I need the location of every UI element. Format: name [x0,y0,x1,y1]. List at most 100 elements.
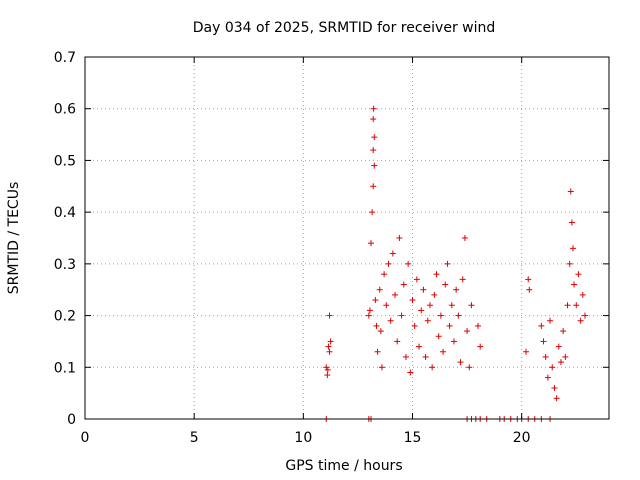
data-point [376,286,383,293]
data-point [457,359,464,366]
y-tick-label: 0.4 [54,205,76,221]
data-point [324,366,331,373]
data-point [374,348,381,355]
data-point [324,372,331,379]
y-tick-label: 0.3 [54,257,76,273]
x-tick-label: 5 [190,430,199,446]
data-point [459,276,466,283]
x-tick-label: 10 [294,430,312,446]
data-point [442,281,449,288]
y-tick-label: 0.6 [54,102,76,118]
data-point [368,240,375,247]
data-point [560,328,567,335]
data-point [369,209,376,216]
data-point [562,353,569,360]
data-point [477,343,484,350]
ticks-layer: 0 0.1 0.2 0.3 0.4 0.5 0.6 0.7 0 5 10 15 20 [54,50,609,446]
data-point [446,322,453,329]
data-point [577,317,584,324]
data-point [553,395,560,402]
data-point [575,271,582,278]
data-point [377,328,384,335]
data-point [373,322,380,329]
data-point [431,291,438,298]
data-point [538,322,545,329]
data-point [396,235,403,241]
data-point [378,364,385,371]
data-point [418,307,425,314]
data-point [435,333,442,340]
data-point [566,260,573,267]
data-point [564,302,571,309]
data-point [573,302,580,309]
data-point [413,276,420,283]
data-point [448,302,455,309]
data-point [371,162,378,169]
data-point [450,338,457,345]
data-point [372,297,379,304]
data-point [455,312,462,319]
data-point [398,312,405,319]
x-tick-label: 20 [513,430,531,446]
data-point [392,291,399,298]
data-point [523,348,530,355]
data-point [327,338,334,345]
x-tick-label: 15 [404,430,422,446]
data-point [405,260,412,267]
y-tick-label: 0 [67,412,76,428]
grid-layer [85,57,609,419]
plot-frame [84,56,610,420]
x-axis-title: GPS time / hours [285,458,402,474]
data-point [468,302,475,309]
data-point [370,116,377,123]
data-point [389,250,396,257]
data-point [411,322,418,329]
data-point [475,322,481,329]
data-point [371,134,378,141]
data-point [440,348,447,355]
data-point [547,317,554,324]
y-tick-label: 0.1 [54,360,76,376]
data-point [571,281,578,288]
data-point [422,353,429,360]
data-point [557,359,564,366]
y-axis-title: SRMTID / TECUs [6,182,22,295]
data-point [579,291,586,298]
data-point [407,369,414,376]
data-point [366,307,373,314]
data-point [381,271,388,278]
data-point [325,343,332,350]
chart-title: Day 034 of 2025, SRMTID for receiver win… [193,20,496,36]
data-point [416,343,423,350]
data-point [437,312,444,319]
data-point [464,328,471,335]
data-point [409,297,416,304]
data-point [555,343,562,350]
data-point [387,317,394,324]
data-point [385,260,392,267]
data-point [400,281,407,288]
y-tick-label: 0.2 [54,309,76,325]
data-point [581,312,588,319]
x-tick-label: 0 [81,430,90,446]
data-point [402,353,409,360]
data-point [383,302,390,309]
data-point [461,235,468,241]
data-point [326,312,333,319]
y-tick-label: 0.5 [54,153,76,169]
data-point [540,338,547,345]
data-point [444,260,451,267]
data-point [525,276,532,283]
data-point [567,188,574,195]
data-point [569,245,576,252]
data-point [370,183,377,190]
y-tick-label: 0.7 [54,50,76,66]
data-point [526,286,533,293]
data-point [394,338,401,345]
data-point [453,286,460,293]
data-point [420,286,427,293]
data-point [551,384,558,391]
data-point [424,317,431,324]
